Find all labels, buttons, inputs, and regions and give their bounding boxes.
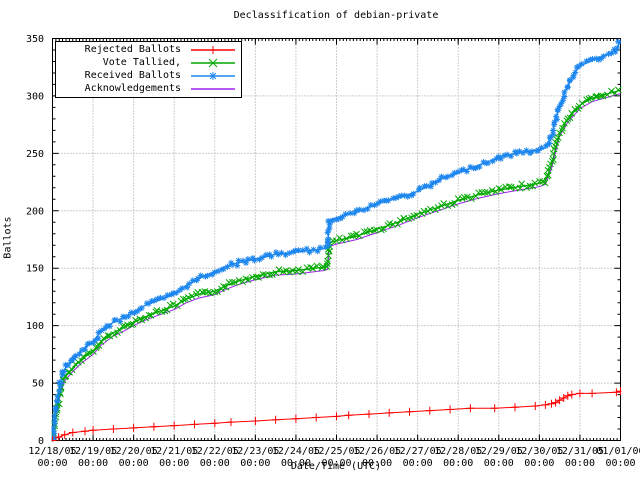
y-tick-label: 0	[38, 436, 44, 447]
legend-label: Rejected Ballots	[84, 44, 181, 55]
x-tick-date-label: 12/18/05	[28, 446, 76, 457]
x-tick-date-label: 12/24/05	[272, 446, 320, 457]
series-vote-tallied-markers	[51, 86, 622, 442]
x-tick-time-label: 00:00	[443, 458, 473, 469]
x-tick-time-label: 00:00	[159, 458, 189, 469]
x-tick-time-label: 00:00	[240, 458, 270, 469]
x-tick-time-label: 00:00	[605, 458, 635, 469]
x-tick-date-label: 12/20/05	[110, 446, 158, 457]
legend-label: Received Ballots	[84, 70, 181, 81]
x-tick-time-label: 00:00	[37, 458, 67, 469]
x-tick-date-label: 12/23/05	[231, 446, 279, 457]
x-tick-date-label: 12/28/05	[434, 446, 482, 457]
legend-sample-plus-icon	[191, 45, 235, 54]
series-rejected-ballots-markers	[51, 387, 622, 442]
legend: Rejected Ballots Vote Tallied, Received Ba…	[55, 41, 242, 98]
x-tick-date-label: 12/25/05	[312, 446, 360, 457]
x-tick-time-label: 00:00	[484, 458, 514, 469]
legend-item-acknowledgements: Acknowledgements	[63, 82, 236, 95]
y-tick-label: 200	[26, 206, 44, 217]
x-axis-title: Date/Time (UTC)	[290, 461, 382, 472]
x-tick-date-label: 12/30/05	[515, 446, 563, 457]
minor-ticks	[52, 38, 621, 441]
x-tick-date-label: 12/27/05	[394, 446, 442, 457]
x-tick-date-label: 12/19/05	[69, 446, 117, 457]
x-tick-time-label: 00:00	[119, 458, 149, 469]
chart-title: Declassification of debian-private	[233, 10, 439, 21]
legend-label: Acknowledgements	[84, 83, 181, 94]
x-tick-date-label: 12/21/05	[150, 446, 198, 457]
x-tick-date-label: 12/31/05	[556, 446, 604, 457]
y-tick-label: 350	[26, 34, 44, 45]
x-tick-date-label: 12/29/05	[475, 446, 523, 457]
x-tick-time-label: 00:00	[524, 458, 554, 469]
grid	[52, 38, 621, 441]
legend-sample-none-icon	[191, 87, 235, 90]
x-tick-date-label: 12/26/05	[353, 446, 401, 457]
x-tick-time-label: 00:00	[403, 458, 433, 469]
x-tick-date-label: 12/22/05	[191, 446, 239, 457]
y-tick-label: 300	[26, 91, 44, 102]
legend-item-received-ballots: Received Ballots	[63, 69, 236, 82]
y-tick-label: 250	[26, 149, 44, 160]
legend-item-vote-tallied: Vote Tallied,	[63, 56, 236, 69]
series-layer	[51, 38, 622, 442]
series-vote-tallied-line	[51, 89, 621, 441]
x-tick-time-label: 00:00	[321, 458, 351, 469]
legend-item-rejected-ballots: Rejected Ballots	[63, 43, 236, 56]
y-tick-label: 150	[26, 264, 44, 275]
legend-sample-cross-icon	[191, 58, 235, 67]
legend-sample-star-icon	[191, 71, 235, 80]
y-tick-label: 50	[32, 379, 44, 390]
x-tick-time-label: 00:00	[281, 458, 311, 469]
x-tick-time-label: 00:00	[565, 458, 595, 469]
x-tick-time-label: 00:00	[200, 458, 230, 469]
y-tick-label: 100	[26, 321, 44, 332]
x-tick-time-label: 00:00	[362, 458, 392, 469]
legend-label: Vote Tallied,	[102, 57, 181, 68]
x-tick-date-label: 01/01/06	[596, 446, 640, 457]
x-tick-time-label: 00:00	[78, 458, 108, 469]
